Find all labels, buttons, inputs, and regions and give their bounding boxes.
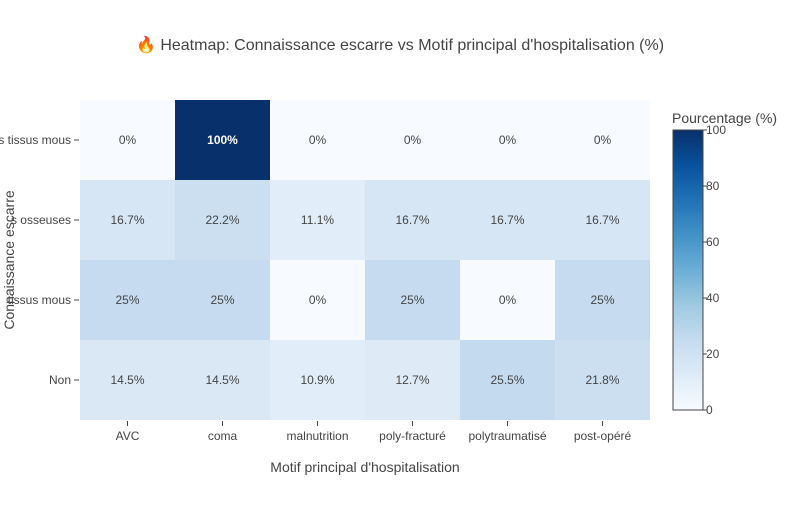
cell-label: 0% xyxy=(404,133,422,147)
cell-label: 0% xyxy=(594,133,612,147)
cell-label: 100% xyxy=(207,133,238,147)
heatmap-cell xyxy=(80,180,175,260)
cell-label: 0% xyxy=(119,133,137,147)
cell-label: 16.7% xyxy=(585,213,619,227)
cell-label: 0% xyxy=(499,293,517,307)
cell-label: 22.2% xyxy=(205,213,239,227)
x-axis-ticks: AVC coma malnutrition poly-fracturé polytrau… xyxy=(116,421,632,443)
heatmap-cell xyxy=(555,100,650,180)
heatmap-cell xyxy=(365,340,460,420)
cell-label: 14.5% xyxy=(110,373,144,387)
heatmap-cell xyxy=(175,100,270,180)
heatmap-cell xyxy=(80,260,175,340)
cell-label: 0% xyxy=(309,133,327,147)
colorbar-tick-label: 60 xyxy=(706,235,720,249)
x-tick-label: AVC xyxy=(116,429,140,443)
cell-label: 0% xyxy=(499,133,517,147)
heatmap-cell xyxy=(80,100,175,180)
cell-label: 16.7% xyxy=(110,213,144,227)
heatmap-cell xyxy=(365,180,460,260)
colorbar-ticks: 0 20 40 60 80 100 xyxy=(703,123,726,417)
x-tick-label: malnutrition xyxy=(286,429,348,443)
heatmap-cell xyxy=(270,260,365,340)
colorbar-tick-label: 20 xyxy=(706,347,720,361)
heatmap-cell xyxy=(80,340,175,420)
cell-label: 21.8% xyxy=(585,373,619,387)
colorbar-tick-label: 100 xyxy=(706,123,726,137)
x-axis-title: Motif principal d'hospitalisation xyxy=(270,459,459,475)
cell-label: 0% xyxy=(309,293,327,307)
y-axis-ticks: s tissus mous s osseuses tissus mous Non xyxy=(0,133,79,387)
colorbar-tick-label: 80 xyxy=(706,179,720,193)
heatmap-cell xyxy=(460,100,555,180)
heatmap-cell xyxy=(175,340,270,420)
colorbar xyxy=(672,129,704,411)
cell-label: 25% xyxy=(400,293,424,307)
heatmap-cell xyxy=(365,260,460,340)
cell-label: 25% xyxy=(210,293,234,307)
heatmap-cell xyxy=(270,100,365,180)
cell-label: 16.7% xyxy=(490,213,524,227)
heatmap-cell xyxy=(270,180,365,260)
cell-label: 14.5% xyxy=(205,373,239,387)
heatmap-cell xyxy=(175,260,270,340)
heatmap-cell xyxy=(555,180,650,260)
cell-label: 11.1% xyxy=(301,213,334,227)
x-tick-label: post-opéré xyxy=(574,429,632,443)
y-tick-label: tissus mous xyxy=(8,293,71,307)
y-axis-title: Connaissance escarre xyxy=(1,190,17,330)
heatmap-cell xyxy=(460,340,555,420)
heatmap-cell xyxy=(555,260,650,340)
y-tick-label: Non xyxy=(49,373,71,387)
chart-title: 🔥 Heatmap: Connaissance escarre vs Motif… xyxy=(136,35,664,54)
cell-label: 25% xyxy=(115,293,139,307)
heatmap-cell xyxy=(175,180,270,260)
cell-label: 10.9% xyxy=(300,373,334,387)
colorbar-title: Pourcentage (%) xyxy=(672,110,777,126)
cell-label: 25% xyxy=(590,293,614,307)
heatmap-cell xyxy=(460,260,555,340)
y-tick-label: s osseuses xyxy=(11,213,71,227)
cell-label: 16.7% xyxy=(395,213,429,227)
heatmap-cell xyxy=(460,180,555,260)
x-tick-label: poly-fracturé xyxy=(379,429,446,443)
x-tick-label: polytraumatisé xyxy=(468,429,546,443)
colorbar-tick-label: 0 xyxy=(706,403,713,417)
x-tick-label: coma xyxy=(208,429,238,443)
cell-label: 12.7% xyxy=(395,373,429,387)
heatmap-cell xyxy=(365,100,460,180)
heatmap-cell xyxy=(555,340,650,420)
heatmap-cells xyxy=(80,100,650,420)
y-tick-label: s tissus mous xyxy=(0,133,71,147)
cell-label: 25.5% xyxy=(490,373,524,387)
heatmap-cell-labels: 0% 100% 0% 0% 0% 0% 16.7% 22.2% 11.1% 16.7% 16.7% 1… xyxy=(110,133,619,387)
heatmap-cell xyxy=(270,340,365,420)
colorbar-tick-label: 40 xyxy=(706,291,720,305)
